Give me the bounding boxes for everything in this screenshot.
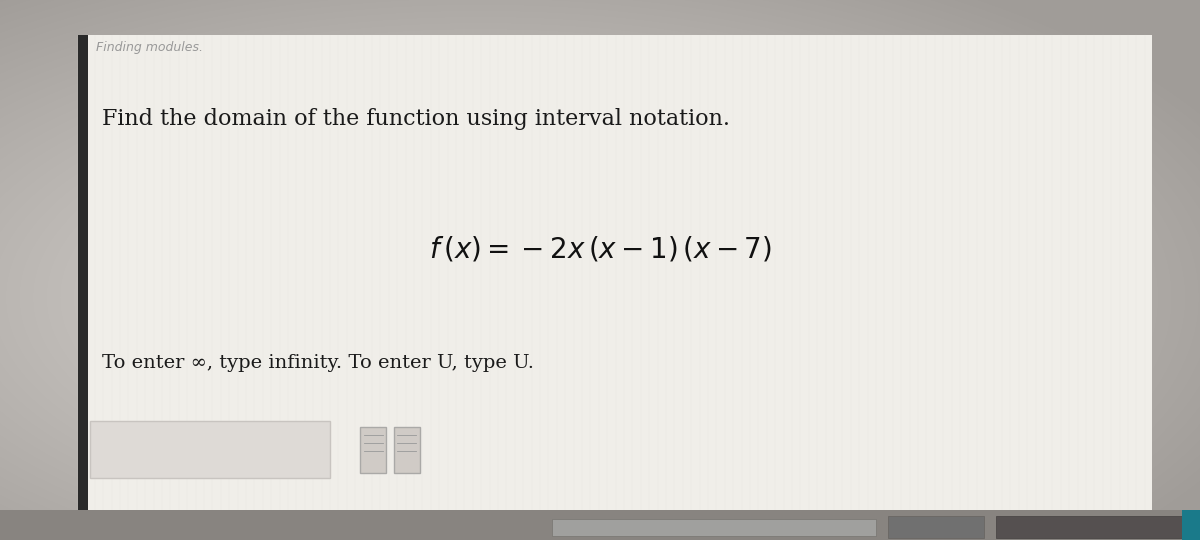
Text: Find the domain of the function using interval notation.: Find the domain of the function using in… [102,108,730,130]
Bar [1182,510,1200,540]
Bar [552,519,876,536]
Text: Finding modules.: Finding modules. [96,40,203,53]
Bar [90,421,330,478]
Bar [0,510,1200,540]
Text: $f\,(x) = -2x\,(x-1)\,(x-7)$: $f\,(x) = -2x\,(x-1)\,(x-7)$ [428,235,772,264]
Bar [78,35,1152,510]
Bar [394,427,420,472]
Bar [996,516,1182,538]
Bar [78,35,88,510]
Text: To enter ∞, type infinity. To enter U, type U.: To enter ∞, type infinity. To enter U, t… [102,354,534,372]
Bar [360,427,386,472]
Bar [888,516,984,538]
